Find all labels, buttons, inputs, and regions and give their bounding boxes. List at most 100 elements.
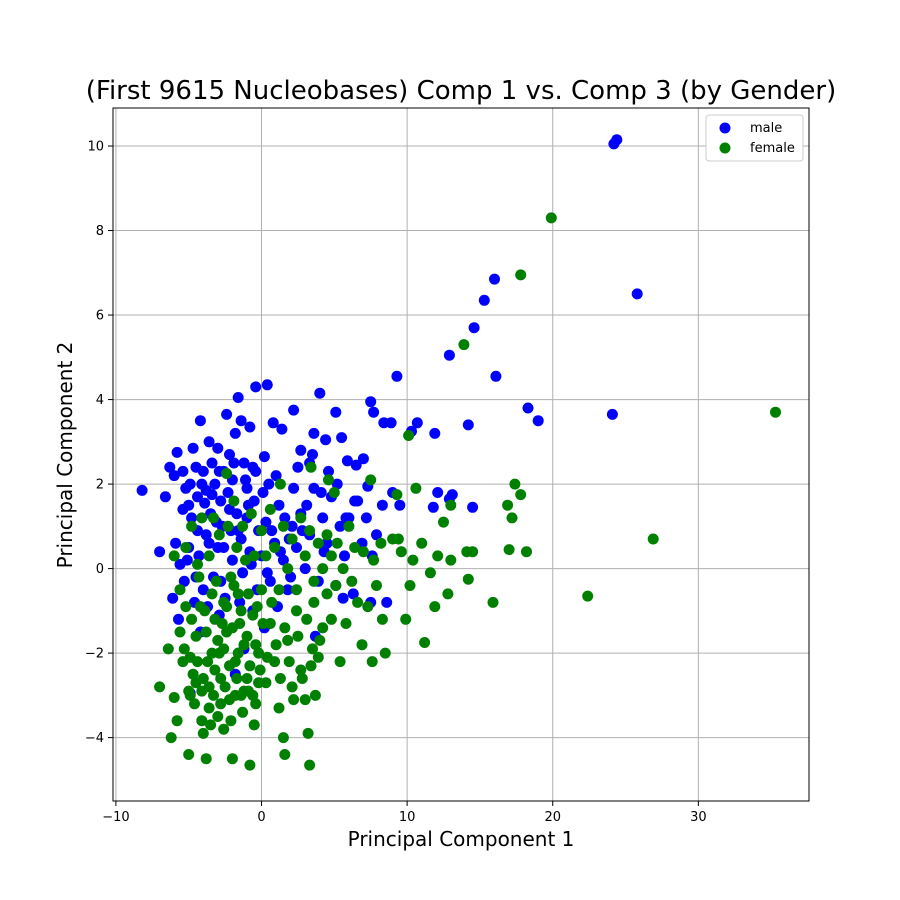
male-point: [339, 550, 350, 562]
female-point: [334, 656, 346, 668]
male-point: [489, 273, 500, 285]
female-point: [346, 575, 358, 587]
female-point: [183, 685, 195, 697]
female-point: [208, 512, 219, 524]
female-point: [212, 634, 224, 646]
female-point: [305, 461, 317, 473]
male-point: [334, 520, 346, 532]
male-point: [443, 349, 455, 361]
male-point: [611, 134, 623, 146]
legend-label-female: female: [750, 141, 795, 156]
female-point: [288, 694, 300, 706]
female-point: [467, 546, 479, 558]
female-point: [253, 677, 265, 689]
female-point: [222, 520, 234, 532]
female-point: [248, 550, 260, 562]
female-point: [229, 689, 241, 701]
female-point: [241, 673, 253, 684]
male-point: [317, 512, 329, 524]
female-point: [299, 550, 311, 562]
female-point: [238, 639, 250, 651]
male-point: [224, 449, 235, 460]
male-point: [231, 508, 243, 520]
male-point: [200, 529, 212, 541]
male-point: [203, 436, 215, 448]
male-point: [411, 417, 423, 429]
male-point: [261, 379, 273, 391]
female-point: [419, 637, 431, 648]
female-point: [391, 489, 403, 501]
male-point: [187, 442, 199, 454]
male-point: [285, 571, 297, 583]
male-point: [266, 525, 278, 537]
female-point: [221, 601, 233, 613]
female-point: [202, 656, 214, 668]
female-point: [462, 573, 474, 585]
female-point: [432, 550, 444, 562]
male-point: [321, 537, 333, 549]
female-point: [273, 584, 285, 596]
female-point: [228, 495, 240, 507]
legend-marker-male: [719, 122, 731, 134]
female-point: [254, 664, 266, 676]
x-axis-title: Principal Component 1: [348, 827, 575, 851]
female-point: [231, 542, 243, 553]
male-point: [240, 474, 251, 486]
female-point: [203, 681, 215, 693]
female-point: [545, 212, 557, 224]
x-tick-label: 0: [257, 810, 265, 825]
female-point: [274, 673, 286, 684]
y-tick-label: 4: [96, 393, 104, 408]
male-point: [462, 419, 474, 431]
female-point: [299, 694, 311, 706]
male-point: [206, 457, 218, 469]
male-point: [532, 415, 544, 427]
female-point: [282, 563, 294, 575]
female-point: [317, 622, 329, 634]
female-point: [189, 698, 200, 710]
female-point: [190, 630, 202, 642]
female-point: [196, 512, 208, 524]
female-point: [279, 749, 291, 760]
female-point: [193, 571, 205, 583]
male-point: [288, 404, 300, 416]
male-point: [184, 478, 196, 490]
female-point: [291, 605, 302, 617]
male-point: [468, 322, 480, 334]
male-point: [273, 499, 285, 511]
male-point: [292, 461, 304, 473]
female-point: [197, 727, 209, 739]
male-point: [238, 457, 250, 469]
y-tick-label: 8: [96, 224, 104, 239]
plot-frame: [112, 107, 810, 802]
female-point: [256, 525, 267, 537]
female-point: [328, 487, 340, 498]
male-point: [432, 487, 444, 498]
male-point: [427, 501, 439, 513]
female-point: [321, 588, 333, 600]
female-point: [237, 520, 249, 532]
female-point: [261, 651, 273, 663]
male-point: [368, 406, 380, 418]
female-point: [187, 668, 199, 680]
male-point: [232, 392, 244, 403]
female-point: [307, 643, 318, 655]
male-point: [478, 294, 490, 306]
female-point: [228, 580, 240, 591]
male-point: [215, 495, 227, 507]
female-point: [270, 639, 282, 651]
male-point: [446, 489, 458, 501]
female-point: [178, 643, 190, 655]
female-point: [186, 613, 198, 625]
female-point: [180, 542, 192, 553]
male-point: [347, 588, 359, 600]
male-point: [154, 546, 166, 558]
female-point: [180, 601, 192, 613]
female-point: [200, 626, 212, 638]
female-point: [251, 601, 263, 613]
female-point: [352, 596, 364, 608]
female-point: [487, 596, 499, 608]
female-point: [162, 643, 174, 655]
female-point: [395, 546, 407, 558]
